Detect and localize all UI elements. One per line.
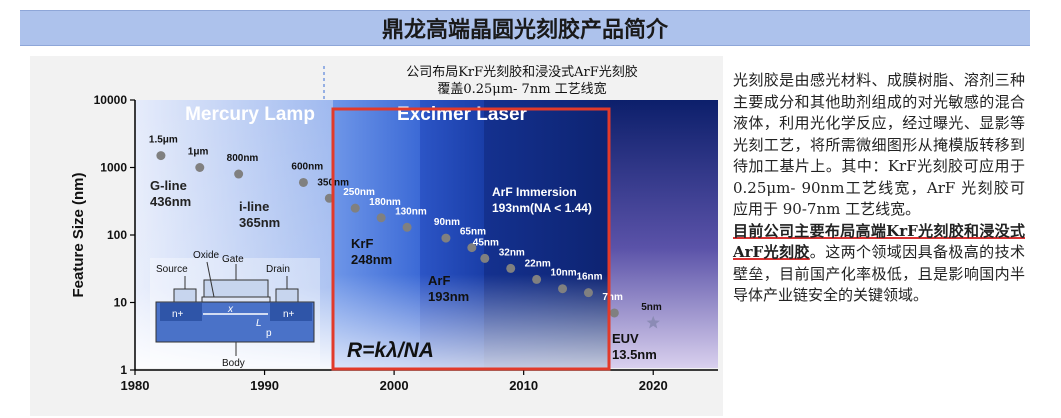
x-tick-label: 2020	[639, 378, 668, 393]
transistor-inset: Oxide Gate Source Drain n+ n+ x L p Body	[150, 250, 320, 369]
data-point-label: 7nm	[602, 292, 623, 303]
label-arf-immersion: ArF Immersion	[492, 185, 577, 199]
x-tick-label: 1990	[250, 378, 279, 393]
label-arf-immersion-nm: 193nm(NA < 1.44)	[492, 201, 592, 215]
lithography-labels: G-line 436nm i-line 365nm KrF 248nm ArF …	[150, 178, 657, 362]
data-point-label: 5nm	[641, 302, 662, 313]
x-tick-label: 1980	[121, 378, 150, 393]
data-point	[532, 274, 542, 284]
data-point	[609, 308, 619, 318]
data-point-label: 250nm	[343, 187, 375, 198]
label-i-line: i-line	[239, 199, 269, 214]
data-point-label: 10nm	[551, 268, 577, 279]
description-para1: 光刻胶是由感光材料、成膜树脂、溶剂三种主要成分和其他助剂组成的对光敏感的混合液体…	[733, 71, 1025, 218]
label-arf-nm: 193nm	[428, 289, 469, 304]
inset-oxide-pointer	[206, 261, 215, 298]
data-point-label: 45nm	[473, 237, 499, 248]
y-ticks: 1 10 100 1000 10000	[94, 93, 135, 377]
y-tick-label: 10	[114, 296, 128, 310]
inset-label-gate: Gate	[222, 254, 244, 265]
data-point	[441, 233, 451, 243]
region-bottom-fade	[333, 100, 610, 368]
annotation-line1: 公司布局KrF光刻胶和浸没式ArF光刻胶	[406, 64, 638, 80]
label-krf-nm: 248nm	[351, 252, 392, 267]
data-point-label: 32nm	[499, 247, 525, 258]
x-tick-label: 2000	[380, 378, 409, 393]
data-point	[195, 163, 205, 172]
page-title: 鼎龙高端晶圆光刻胶产品简介	[381, 17, 668, 43]
inset-label-l: L	[256, 318, 262, 329]
inset-n-plus-left-region	[160, 303, 202, 321]
description-para2: 目前公司主要布局高端KrF光刻胶和浸没式ArF光刻胶。这两个领域因具备极高的技术…	[733, 221, 1025, 307]
description-highlight: 目前公司主要布局高端KrF光刻胶和浸没式ArF光刻胶	[733, 221, 1025, 262]
inset-label-p: p	[266, 328, 272, 339]
data-point-star	[646, 315, 660, 329]
region-euv	[610, 100, 718, 368]
inset-oxide-layer	[201, 296, 271, 303]
inset-label-n-plus-right: n+	[283, 309, 295, 320]
data-point	[558, 284, 568, 294]
data-point	[156, 151, 166, 161]
y-tick-label: 10000	[94, 93, 128, 107]
data-point-label: 16nm	[576, 272, 602, 283]
inset-label-x: x	[227, 304, 234, 315]
data-point-label: 600nm	[291, 161, 323, 172]
data-point	[350, 203, 360, 213]
highlight-box	[331, 107, 611, 371]
x-tick-label: 2010	[509, 378, 538, 393]
label-g-line: G-line	[150, 178, 187, 193]
inset-label-drain: Drain	[266, 264, 290, 275]
label-euv: EUV	[612, 331, 639, 346]
y-axis-label: Feature Size (nm)	[70, 172, 87, 297]
data-point-label: 800nm	[227, 153, 259, 164]
data-point-label: 65nm	[460, 227, 486, 238]
feature-size-chart: Mercury Lamp Excimer Laser 公司布局KrF光刻胶和浸没…	[70, 64, 718, 393]
label-i-line-nm: 365nm	[239, 215, 280, 230]
data-point	[480, 253, 490, 263]
inset-n-plus-right-region	[270, 303, 312, 321]
data-point	[234, 169, 244, 179]
page-title-bar: 鼎龙高端晶圆光刻胶产品简介	[20, 10, 1030, 46]
inset-drain-contact	[275, 288, 299, 303]
region-label-mercury-lamp: Mercury Lamp	[185, 104, 315, 125]
annotation-line2: 覆盖0.25μm- 7nm 工艺线宽	[437, 81, 606, 97]
inset-label-n-plus-left: n+	[172, 309, 184, 320]
label-euv-nm: 13.5nm	[612, 347, 657, 362]
formula: R=kλ/NA	[347, 339, 434, 362]
region-label-excimer-laser: Excimer Laser	[397, 104, 528, 125]
data-point	[298, 177, 308, 187]
label-arf: ArF	[428, 273, 450, 288]
inset-source-contact	[173, 288, 197, 303]
data-point	[467, 243, 477, 253]
data-points	[156, 151, 660, 329]
y-tick-label: 1000	[100, 161, 127, 175]
data-point	[583, 288, 593, 298]
data-point-label: 1.5μm	[149, 135, 178, 146]
inset-label-body: Body	[222, 358, 245, 369]
data-point-label: 180nm	[369, 197, 401, 208]
label-krf: KrF	[351, 236, 373, 251]
data-point	[402, 222, 412, 232]
data-point-label: 1μm	[188, 147, 209, 158]
inset-label-source: Source	[156, 264, 188, 275]
description-panel: 光刻胶是由感光材料、成膜树脂、溶剂三种主要成分和其他助剂组成的对光敏感的混合液体…	[733, 70, 1025, 307]
label-g-line-nm: 436nm	[150, 194, 191, 209]
inset-label-oxide: Oxide	[193, 250, 220, 261]
y-tick-label: 1	[120, 363, 127, 377]
description-rest: 。这两个领域因具备极高的技术壁垒，目前国产化率极低，且是影响国内半导体产业链安全…	[733, 243, 1025, 304]
data-point	[376, 213, 386, 223]
y-tick-label: 100	[107, 228, 127, 242]
data-point	[506, 263, 516, 273]
data-point-label: 22nm	[525, 258, 551, 269]
x-ticks: 1980 1990 2000 2010 2020	[121, 370, 668, 393]
data-point-label: 130nm	[395, 206, 427, 217]
data-point-label: 90nm	[434, 217, 460, 228]
